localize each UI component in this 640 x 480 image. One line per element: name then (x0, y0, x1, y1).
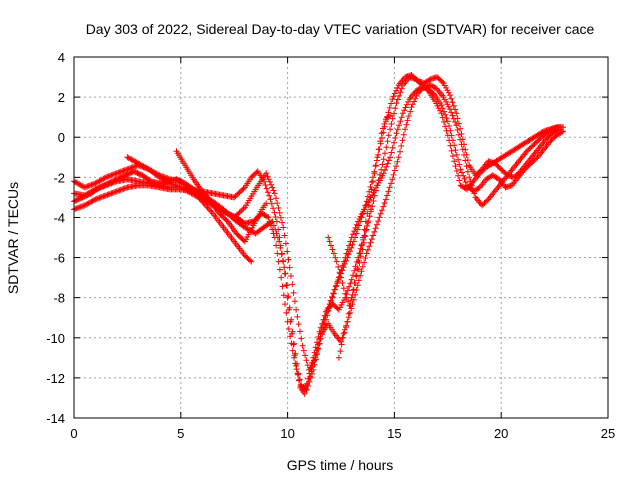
series-markers (173, 148, 270, 245)
y-tick-label: -2 (53, 170, 65, 185)
y-tick-label: -4 (53, 210, 65, 225)
x-tick-label: 0 (70, 426, 77, 441)
series-track-h (325, 206, 374, 309)
series-track-e (124, 154, 255, 265)
series-track-f (173, 148, 270, 245)
plot-frame (73, 56, 609, 419)
y-tick-label: 2 (58, 90, 65, 105)
x-axis-label: GPS time / hours (287, 457, 394, 473)
chart-title: Day 303 of 2022, Sidereal Day-to-day VTE… (86, 21, 595, 37)
y-tick-label: 0 (58, 130, 65, 145)
x-tick-label: 15 (387, 426, 401, 441)
y-tick-label: -8 (53, 291, 65, 306)
y-tick-label: -6 (53, 251, 65, 266)
series-markers (124, 154, 255, 265)
grid-lines (74, 57, 608, 418)
y-tick-label: -14 (46, 411, 65, 426)
x-tick-label: 5 (177, 426, 184, 441)
series-markers (325, 206, 374, 309)
x-tick-label: 25 (601, 426, 615, 441)
y-axis-label: SDTVAR / TECUs (5, 182, 21, 294)
y-tick-label: -12 (46, 371, 65, 386)
x-tick-label: 20 (494, 426, 508, 441)
x-tick-label: 10 (280, 426, 294, 441)
y-tick-label: -10 (46, 331, 65, 346)
y-tick-label: 4 (58, 50, 65, 65)
